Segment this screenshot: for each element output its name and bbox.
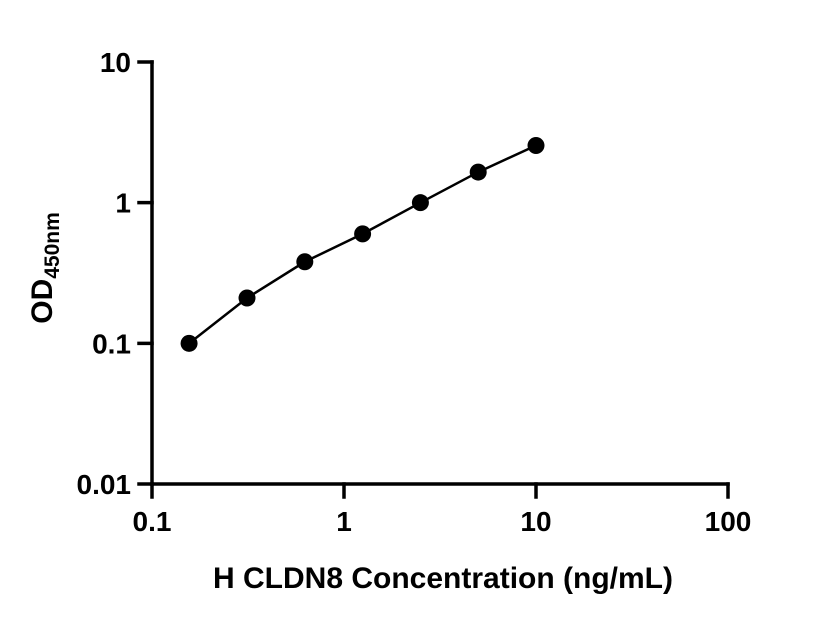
data-point bbox=[527, 136, 545, 154]
x-axis-title: H CLDN8 Concentration (ng/mL) bbox=[213, 562, 673, 595]
y-axis-title-main: OD bbox=[26, 279, 59, 324]
y-axis-title: OD450nm bbox=[26, 212, 64, 324]
y-axis-tick-label: 0.01 bbox=[77, 469, 132, 500]
data-point bbox=[354, 225, 372, 243]
x-axis-tick-label: 10 bbox=[520, 506, 551, 537]
data-point bbox=[411, 194, 429, 212]
data-point bbox=[238, 289, 256, 307]
y-axis-tick-label: 1 bbox=[115, 188, 131, 219]
data-point bbox=[180, 334, 198, 352]
x-axis-tick-label: 1 bbox=[336, 506, 352, 537]
x-axis-tick-label: 100 bbox=[705, 506, 752, 537]
data-point bbox=[296, 253, 314, 271]
y-axis-tick-label: 0.1 bbox=[92, 328, 131, 359]
y-axis-title-subscript: 450nm bbox=[41, 212, 64, 279]
x-axis-tick-label: 0.1 bbox=[133, 506, 172, 537]
data-point bbox=[469, 163, 487, 181]
y-axis-tick-label: 10 bbox=[100, 47, 131, 78]
data-series-layer bbox=[180, 136, 545, 352]
